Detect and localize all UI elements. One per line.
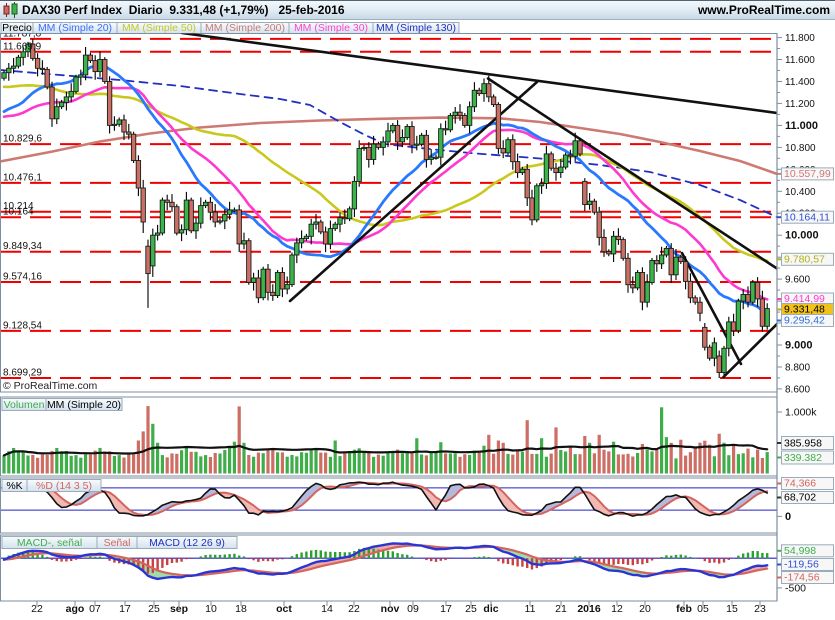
svg-text:9.574,16: 9.574,16 bbox=[3, 272, 42, 283]
svg-text:feb: feb bbox=[676, 603, 692, 615]
svg-text:17: 17 bbox=[119, 603, 131, 615]
svg-text:sep: sep bbox=[170, 603, 188, 615]
svg-text:MACD (12 26 9): MACD (12 26 9) bbox=[149, 537, 225, 549]
svg-text:22: 22 bbox=[31, 603, 43, 615]
svg-text:10.214: 10.214 bbox=[3, 201, 34, 212]
svg-text:www.ProRealTime.com: www.ProRealTime.com bbox=[697, 3, 830, 17]
svg-text:8.800: 8.800 bbox=[785, 363, 810, 374]
svg-text:385.958: 385.958 bbox=[784, 438, 822, 450]
svg-text:11.000: 11.000 bbox=[785, 120, 818, 132]
svg-text:68,702: 68,702 bbox=[784, 492, 816, 504]
svg-text:10.800: 10.800 bbox=[785, 143, 816, 154]
svg-text:8.699,29: 8.699,29 bbox=[3, 368, 42, 379]
svg-text:MM (Simple 50): MM (Simple 50) bbox=[122, 22, 196, 34]
svg-text:25: 25 bbox=[465, 603, 477, 615]
svg-text:MM (Simple 20): MM (Simple 20) bbox=[38, 22, 112, 34]
svg-text:11.787,8: 11.787,8 bbox=[3, 28, 42, 39]
svg-text:21: 21 bbox=[555, 603, 567, 615]
svg-text:11.400: 11.400 bbox=[785, 77, 815, 88]
svg-text:9.000: 9.000 bbox=[785, 340, 813, 352]
svg-text:-119,56: -119,56 bbox=[784, 559, 819, 571]
svg-text:dic: dic bbox=[483, 603, 498, 615]
svg-text:10.829,6: 10.829,6 bbox=[3, 134, 42, 145]
svg-text:8.600: 8.600 bbox=[785, 384, 810, 395]
svg-text:1.000k: 1.000k bbox=[785, 407, 817, 419]
svg-text:Volumen: Volumen bbox=[4, 399, 45, 411]
svg-text:22: 22 bbox=[348, 603, 360, 615]
svg-text:9.414,99: 9.414,99 bbox=[784, 293, 825, 305]
svg-text:18: 18 bbox=[235, 603, 247, 615]
svg-text:54,998: 54,998 bbox=[784, 545, 816, 557]
svg-text:© ProRealTime.com: © ProRealTime.com bbox=[3, 380, 98, 392]
svg-text:10.557,99: 10.557,99 bbox=[784, 168, 831, 180]
svg-text:-174,56: -174,56 bbox=[784, 572, 820, 584]
svg-text:%D (14 3 5): %D (14 3 5) bbox=[36, 480, 92, 492]
svg-text:17: 17 bbox=[440, 603, 452, 615]
svg-text:MM (Simple 30): MM (Simple 30) bbox=[294, 22, 368, 34]
svg-text:%K: %K bbox=[6, 480, 22, 492]
svg-text:Señal: Señal bbox=[104, 537, 131, 549]
svg-text:MM (Simple 200): MM (Simple 200) bbox=[205, 22, 285, 34]
svg-text:05: 05 bbox=[697, 603, 709, 615]
svg-text:9.128,54: 9.128,54 bbox=[3, 320, 42, 331]
svg-text:11.800: 11.800 bbox=[785, 33, 815, 44]
svg-text:339.382: 339.382 bbox=[784, 452, 822, 464]
svg-text:10.000: 10.000 bbox=[785, 230, 819, 242]
svg-text:2016: 2016 bbox=[577, 603, 601, 615]
svg-text:10.400: 10.400 bbox=[785, 187, 816, 198]
svg-text:20: 20 bbox=[639, 603, 651, 615]
svg-text:9.295,42: 9.295,42 bbox=[784, 315, 825, 327]
svg-text:10: 10 bbox=[205, 603, 217, 615]
svg-text:Precio: Precio bbox=[2, 22, 32, 34]
svg-text:09: 09 bbox=[407, 603, 419, 615]
svg-text:9.331,48: 9.331,48 bbox=[784, 304, 825, 316]
svg-text:07: 07 bbox=[89, 603, 101, 615]
svg-text:MACD-, señal: MACD-, señal bbox=[17, 537, 82, 549]
svg-text:23: 23 bbox=[754, 603, 766, 615]
svg-text:74,366: 74,366 bbox=[784, 478, 816, 490]
svg-text:9.780,57: 9.780,57 bbox=[784, 254, 825, 266]
svg-text:25: 25 bbox=[148, 603, 160, 615]
svg-text:DAX30 Perf Index Diario 9.33: DAX30 Perf Index Diario 9.331,48 (+1,79%… bbox=[22, 3, 345, 17]
svg-text:12: 12 bbox=[611, 603, 623, 615]
svg-text:11.669,9: 11.669,9 bbox=[3, 41, 42, 52]
svg-text:15: 15 bbox=[726, 603, 738, 615]
svg-text:-500: -500 bbox=[785, 583, 806, 595]
svg-text:11.200: 11.200 bbox=[785, 99, 815, 110]
svg-text:11.600: 11.600 bbox=[785, 55, 815, 66]
svg-text:11: 11 bbox=[525, 603, 536, 615]
svg-text:9.849,34: 9.849,34 bbox=[3, 241, 42, 252]
svg-text:MM (Simple 130): MM (Simple 130) bbox=[376, 22, 456, 34]
svg-text:MM (Simple 20): MM (Simple 20) bbox=[47, 399, 121, 411]
svg-text:10.476,1: 10.476,1 bbox=[3, 172, 42, 183]
svg-text:14: 14 bbox=[321, 603, 333, 615]
svg-text:ago: ago bbox=[66, 603, 85, 615]
svg-text:oct: oct bbox=[276, 603, 292, 615]
svg-text:nov: nov bbox=[381, 603, 400, 615]
svg-text:10.164,11: 10.164,11 bbox=[784, 211, 830, 223]
svg-text:10.164: 10.164 bbox=[3, 207, 34, 218]
svg-text:0: 0 bbox=[785, 511, 791, 523]
svg-text:9.600: 9.600 bbox=[785, 275, 810, 286]
